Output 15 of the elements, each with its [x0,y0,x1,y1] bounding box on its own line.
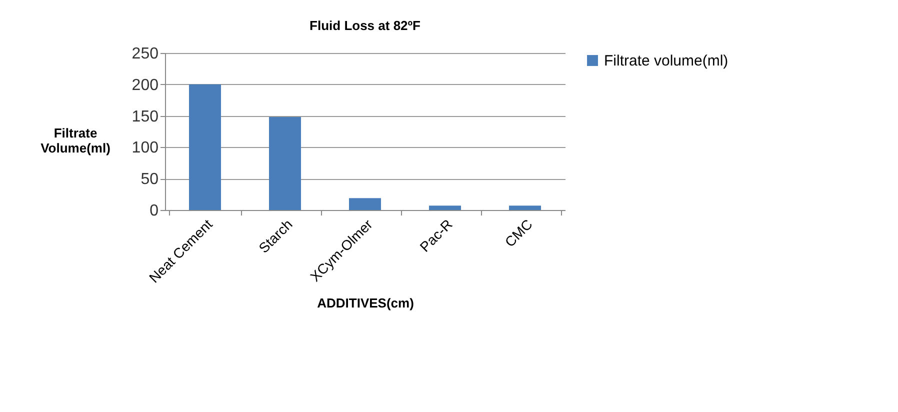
bar [429,206,461,210]
bar [269,117,301,210]
y-tick-label: 100 [132,140,159,157]
y-tick-label: 150 [132,108,159,126]
y-tick-label: 0 [150,202,159,220]
bar [189,84,221,210]
y-tick-label: 250 [132,46,159,62]
y-axis-title: Filtrate Volume(ml) [40,126,110,156]
bar [509,206,541,210]
legend-label: Filtrate volume(ml) [604,52,728,70]
x-axis-title: ADDITIVES(cm) [317,296,414,311]
y-tick-label: 50 [140,171,159,188]
y-tick-label: 200 [132,76,159,94]
bar [349,198,381,210]
chart-title: Fluid Loss at 82ºF [310,18,421,33]
